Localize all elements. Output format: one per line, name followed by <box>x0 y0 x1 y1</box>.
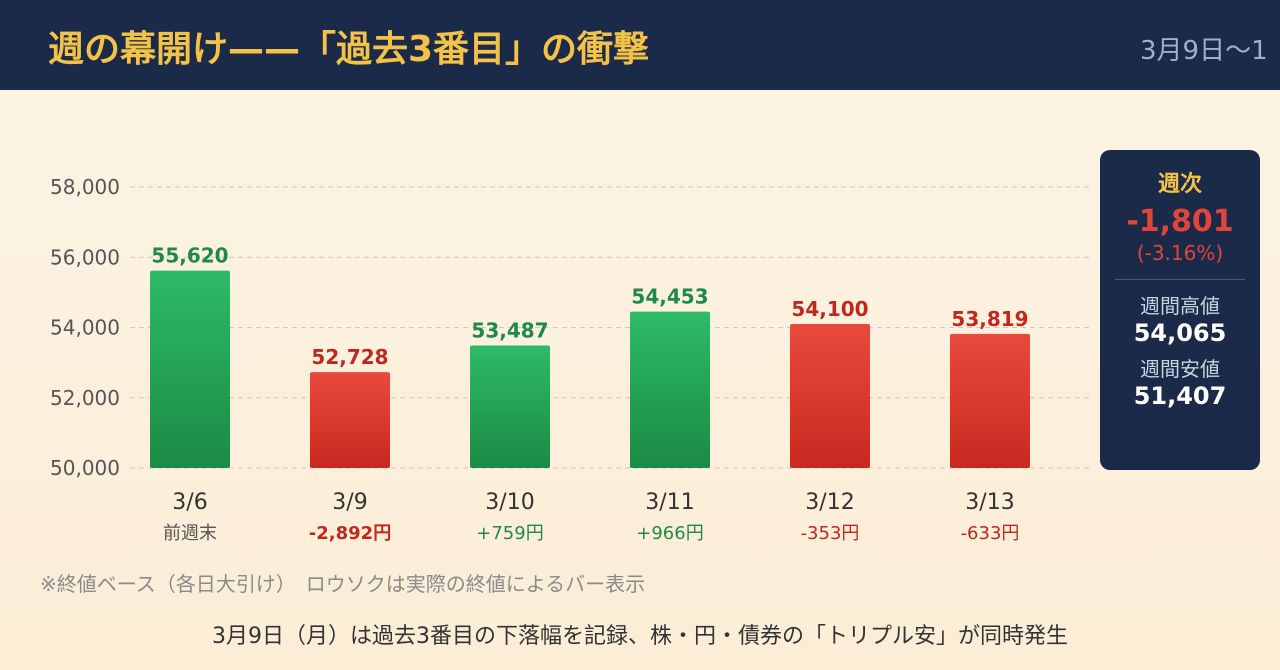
summary-divider <box>1115 279 1245 280</box>
caption: 3月9日（月）は過去3番目の下落幅を記録、株・円・債券の「トリプル安」が同時発生 <box>212 624 1068 649</box>
weekly-low-value: 51,407 <box>1133 382 1227 410</box>
bar-value-label: 53,819 <box>951 307 1028 331</box>
x-tick-label: 3/6 <box>172 490 207 515</box>
weekly-high-label: 週間高値 <box>1140 294 1220 318</box>
x-tick-label: 3/12 <box>805 490 854 515</box>
y-tick-label: 54,000 <box>50 316 120 340</box>
weekly-low-label: 週間安値 <box>1140 357 1220 381</box>
x-tick-label: 3/10 <box>485 490 534 515</box>
weekly-change: -1,801 <box>1126 204 1234 239</box>
y-tick-label: 56,000 <box>50 245 120 269</box>
y-tick-label: 50,000 <box>50 456 120 480</box>
bar-value-label: 54,100 <box>791 297 868 321</box>
summary-heading: 週次 <box>1157 172 1202 197</box>
daily-change-label: -2,892円 <box>309 523 391 544</box>
bar-value-label: 53,487 <box>471 319 548 343</box>
grid-lines <box>130 186 1090 469</box>
daily-change-label: +966円 <box>636 523 703 544</box>
daily-change-label: +759円 <box>476 523 543 544</box>
bar <box>950 333 1030 468</box>
x-tick-label: 3/13 <box>965 490 1014 515</box>
bar-labels: 55,620 3/6 前週末 52,728 3/9 -2,892円 53,487 3/10 +7… <box>151 244 1028 544</box>
date-range: 3月9日～1 <box>1140 36 1268 66</box>
weekly-change-pct: (-3.16%) <box>1136 241 1224 265</box>
x-tick-label: 3/11 <box>645 490 694 515</box>
x-tick-label: 3/9 <box>332 490 367 515</box>
page-title: 週の幕開け——「過去3番目」の衝撃 <box>48 29 650 70</box>
header-bar: 週の幕開け——「過去3番目」の衝撃 3月9日～1 <box>0 0 1280 90</box>
daily-change-label: -633円 <box>961 523 1020 544</box>
footnote: ※終値ベース（各日大引け） ロウソクは実際の終値によるバー表示 <box>40 572 646 596</box>
bars <box>150 270 1030 468</box>
daily-change-label: 前週末 <box>163 523 217 544</box>
weekly-summary-panel: 週次 -1,801 (-3.16%) 週間高値 54,065 週間安値 51,4… <box>1100 150 1260 470</box>
bar <box>310 372 390 468</box>
bar-chart: 50,000 52,000 54,000 56,000 58,000 55,620 3/6… <box>50 175 1090 544</box>
bar <box>470 345 550 468</box>
bar <box>630 311 710 468</box>
daily-change-label: -353円 <box>801 523 860 544</box>
bar-value-label: 54,453 <box>631 285 708 309</box>
y-tick-label: 58,000 <box>50 175 120 199</box>
y-tick-label: 52,000 <box>50 386 120 410</box>
bar <box>790 323 870 468</box>
weekly-high-value: 54,065 <box>1133 319 1227 347</box>
bar-value-label: 55,620 <box>151 244 228 268</box>
y-axis: 50,000 52,000 54,000 56,000 58,000 <box>50 175 120 480</box>
bar <box>150 270 230 468</box>
bar-value-label: 52,728 <box>311 345 388 369</box>
